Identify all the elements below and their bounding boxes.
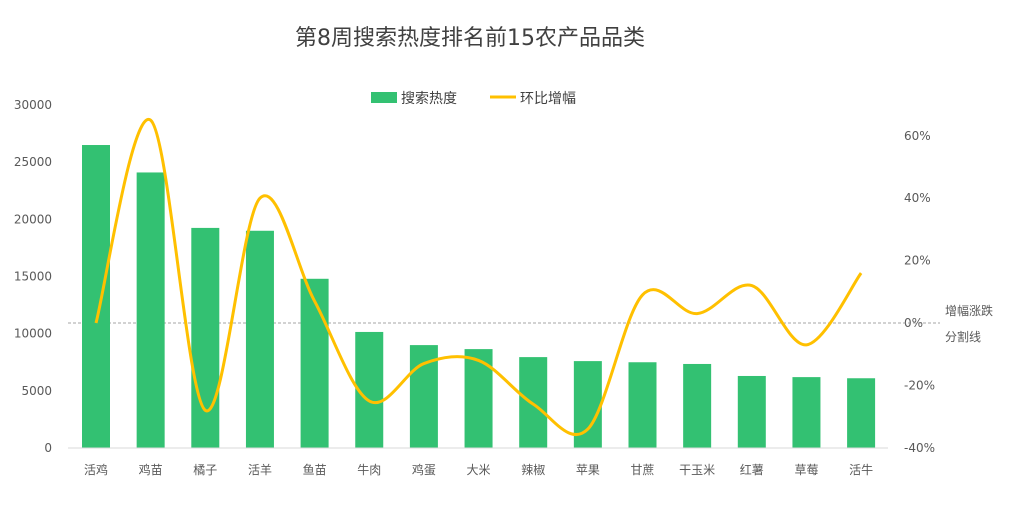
bar-红薯: [737, 375, 766, 448]
bar-活鸡: [82, 145, 110, 448]
x-tick-label: 鸡蛋: [412, 462, 436, 477]
x-tick-label: 苹果: [576, 463, 600, 477]
x-tick-label: 鸡苗: [139, 462, 163, 477]
x-tick-label: 活羊: [248, 462, 272, 477]
left-tick-label: 30000: [14, 98, 52, 112]
right-tick-label: -20%: [904, 378, 935, 392]
x-tick-label: 大米: [467, 463, 491, 477]
bar-鸡苗: [136, 172, 165, 448]
left-tick-label: 15000: [14, 270, 52, 284]
growth-line: [94, 118, 863, 437]
x-tick-label: 辣椒: [521, 463, 545, 477]
x-tick-label: 干玉米: [679, 463, 715, 477]
bar-橘子: [191, 227, 220, 448]
x-tick-label: 牛肉: [357, 462, 381, 477]
left-tick-label: 20000: [14, 212, 52, 226]
left-tick-label: 25000: [14, 155, 52, 169]
bar-活羊: [245, 230, 274, 448]
right-tick-label: 20%: [904, 254, 931, 268]
legend: 搜索热度 环比增幅: [371, 90, 576, 107]
x-tick-label: 草莓: [794, 463, 818, 477]
legend-bar-label: 搜索热度: [401, 90, 457, 107]
left-tick-label: 5000: [21, 384, 52, 398]
x-tick-label: 活牛: [849, 462, 873, 477]
x-tick-label: 红薯: [740, 462, 764, 477]
bar-甘蔗: [628, 362, 657, 448]
legend-bar-swatch: [371, 92, 397, 103]
right-tick-label: 40%: [904, 191, 931, 205]
left-tick-label: 10000: [14, 327, 52, 341]
legend-line-label: 环比增幅: [520, 91, 576, 107]
chart-title: 第8周搜索热度排名前15农产品品类: [295, 26, 645, 51]
divider-annotation-line2: 分割线: [945, 329, 981, 344]
bar-干玉米: [683, 363, 712, 448]
bar-鱼苗: [300, 278, 329, 448]
x-tick-label: 橘子: [193, 462, 217, 477]
x-tick-label: 鱼苗: [303, 463, 327, 477]
bar-草莓: [792, 377, 821, 448]
left-tick-label: 0: [44, 441, 52, 455]
right-tick-label: 60%: [904, 129, 931, 143]
divider-annotation-line1: 增幅涨跌: [945, 303, 993, 318]
x-tick-label: 甘蔗: [630, 463, 654, 477]
x-tick-label: 活鸡: [84, 462, 108, 477]
bar-活牛: [847, 378, 876, 448]
right-tick-label: -40%: [904, 441, 935, 455]
